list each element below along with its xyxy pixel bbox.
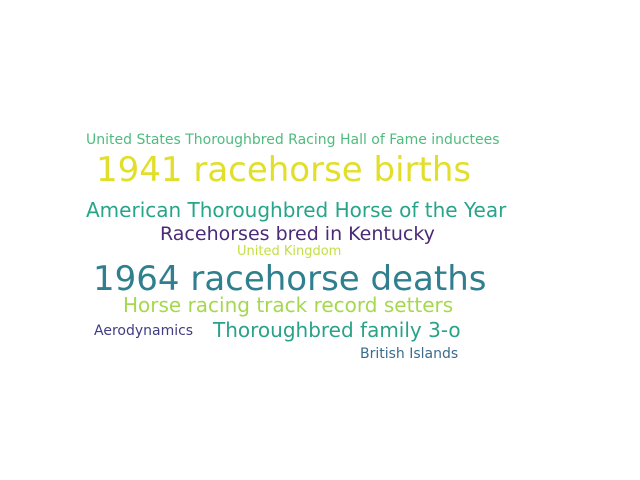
word-track-record-setters: Horse racing track record setters	[123, 293, 454, 317]
word-hall-of-fame-inductees: United States Thoroughbred Racing Hall o…	[86, 132, 500, 148]
word-bred-in-kentucky: Racehorses bred in Kentucky	[160, 223, 435, 245]
word-thoroughbred-family: Thoroughbred family 3-o	[213, 318, 461, 342]
word-1964-racehorse-deaths: 1964 racehorse deaths	[93, 259, 487, 299]
word-1941-racehorse-births: 1941 racehorse births	[96, 150, 472, 190]
word-aerodynamics: Aerodynamics	[94, 323, 194, 339]
word-united-kingdom: United Kingdom	[237, 244, 342, 259]
word-british-islands: British Islands	[360, 346, 459, 362]
word-horse-of-the-year: American Thoroughbred Horse of the Year	[86, 198, 507, 222]
